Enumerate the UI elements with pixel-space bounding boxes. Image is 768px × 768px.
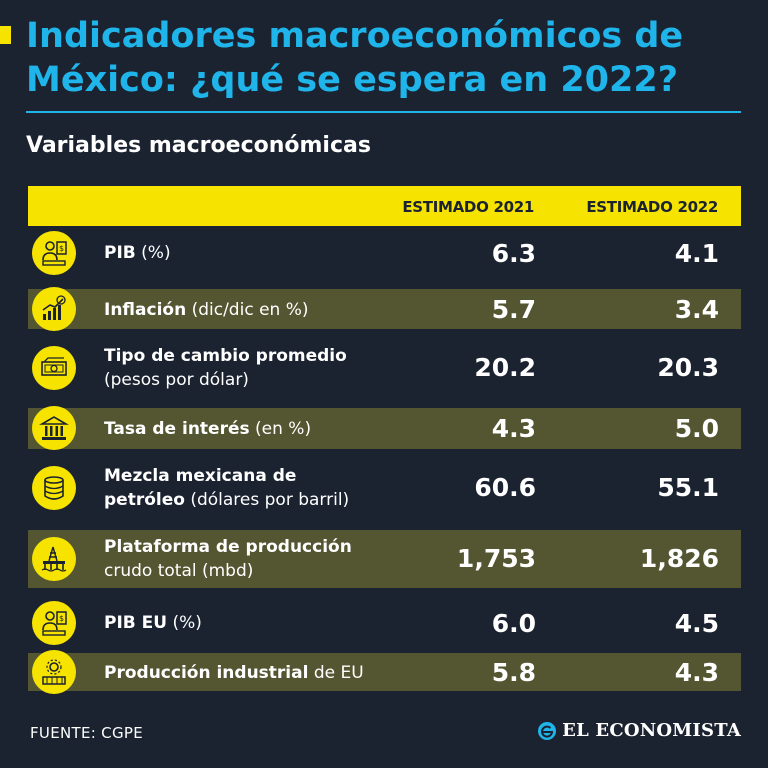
table-row-tasa-interes: Tasa de interés (en %) 4.3 5.0 bbox=[0, 406, 768, 450]
brand-name: EL ECONOMISTA bbox=[562, 720, 741, 741]
row-band bbox=[28, 408, 741, 449]
table-header: ESTIMADO 2021 ESTIMADO 2022 bbox=[28, 186, 741, 226]
economist-icon: $ bbox=[32, 231, 76, 275]
factory-gear-icon bbox=[32, 650, 76, 694]
growth-chart-icon bbox=[32, 287, 76, 331]
row-label: Inflación (dic/dic en %) bbox=[104, 300, 309, 320]
economist-icon: $ bbox=[32, 601, 76, 645]
value-2022: 55.1 bbox=[657, 473, 719, 502]
row-band bbox=[28, 530, 741, 588]
row-band bbox=[28, 653, 741, 691]
value-2022: 1,826 bbox=[639, 544, 719, 573]
row-label: Tasa de interés (en %) bbox=[104, 419, 312, 439]
page-title: Indicadores macroeconómicos de México: ¿… bbox=[26, 16, 684, 100]
value-2022: 5.0 bbox=[674, 414, 719, 443]
row-label: Mezcla mexicana de petróleo (dólares por … bbox=[104, 466, 350, 510]
value-2022: 4.3 bbox=[674, 658, 719, 687]
value-2021: 5.7 bbox=[491, 295, 536, 324]
table-row-produccion-industrial: Producción industrial de EU 5.8 4.3 bbox=[0, 650, 768, 694]
accent-bar bbox=[0, 26, 11, 44]
value-2021: 4.3 bbox=[491, 414, 536, 443]
value-2021: 6.3 bbox=[491, 239, 536, 268]
value-2022: 20.3 bbox=[657, 353, 719, 382]
table-row-pib-eu: $ PIB EU (%) 6.0 4.5 bbox=[0, 600, 768, 646]
oil-barrel-icon bbox=[32, 466, 76, 510]
section-subtitle: Variables macroeconómicas bbox=[26, 133, 371, 158]
row-label: Tipo de cambio promedio (pesos por dólar) bbox=[104, 346, 347, 390]
table-row-plataforma: Plataforma de producción crudo total (mbd… bbox=[0, 530, 768, 588]
table-row-pib: $ PIB (%) 6.3 4.1 bbox=[0, 230, 768, 276]
table-row-tipo-cambio: Tipo de cambio promedio (pesos por dólar)… bbox=[0, 340, 768, 396]
table-row-inflacion: Inflación (dic/dic en %) 5.7 3.4 bbox=[0, 287, 768, 331]
column-header-2022: ESTIMADO 2022 bbox=[586, 198, 718, 216]
bank-building-icon bbox=[32, 406, 76, 450]
value-2022: 4.5 bbox=[674, 609, 719, 638]
row-label: PIB (%) bbox=[104, 243, 171, 263]
source-note: FUENTE: CGPE bbox=[30, 724, 143, 742]
row-label: PIB EU (%) bbox=[104, 613, 202, 633]
value-2021: 6.0 bbox=[491, 609, 536, 638]
row-label: Producción industrial de EU bbox=[104, 663, 364, 683]
value-2021: 5.8 bbox=[491, 658, 536, 687]
oil-platform-icon bbox=[32, 537, 76, 581]
svg-text:$: $ bbox=[59, 244, 64, 253]
row-label: Plataforma de producción crudo total (mbd… bbox=[104, 537, 352, 581]
title-divider bbox=[26, 111, 741, 113]
value-2022: 4.1 bbox=[674, 239, 719, 268]
value-2021: 20.2 bbox=[474, 353, 536, 382]
banknote-icon bbox=[32, 346, 76, 390]
svg-text:$: $ bbox=[59, 614, 64, 623]
value-2022: 3.4 bbox=[674, 295, 719, 324]
table-row-mezcla-petroleo: Mezcla mexicana de petróleo (dólares por … bbox=[0, 460, 768, 516]
brand-mark-icon bbox=[538, 721, 557, 740]
brand-logo: EL ECONOMISTA bbox=[537, 720, 741, 741]
row-band bbox=[28, 289, 741, 329]
value-2021: 1,753 bbox=[456, 544, 536, 573]
value-2021: 60.6 bbox=[474, 473, 536, 502]
column-header-2021: ESTIMADO 2021 bbox=[402, 198, 534, 216]
